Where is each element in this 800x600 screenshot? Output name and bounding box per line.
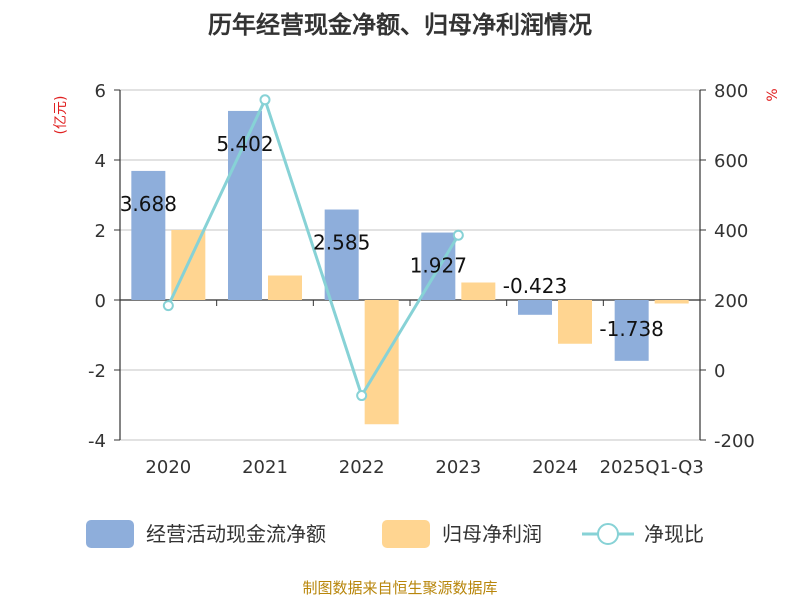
right-tick-label: 600 [714,151,748,172]
category-label: 2022 [339,457,385,478]
net-profit-bar [654,300,689,304]
ratio-point [356,390,368,402]
data-label: 3.688 [120,192,177,216]
net-profit-bar [268,275,302,300]
left-tick-label: 6 [95,81,106,102]
ratio-point [162,300,174,312]
data-label: -1.738 [599,317,663,341]
right-axis-unit: % [765,88,781,101]
left-tick-label: 2 [95,221,106,242]
ratio-point [452,229,464,241]
ratio-line [162,94,464,402]
cash-flow-bar [131,170,166,300]
legend-net-profit-swatch [382,520,430,548]
category-label: 2020 [145,457,191,478]
bars [131,110,689,425]
net-profit-bar [558,300,592,344]
category-label: 2025Q1-Q3 [600,457,704,478]
ratio-point [259,94,271,106]
data-label: 5.402 [216,132,273,156]
cash-flow-bar [324,209,359,300]
left-axis-unit: (亿元) [53,96,69,135]
net-profit-bar [461,282,496,300]
right-tick-label: 200 [714,291,748,312]
right-tick-label: 0 [714,361,725,382]
category-label: 2023 [435,457,481,478]
left-tick-label: 4 [95,151,106,172]
data-label: 1.927 [410,254,467,278]
ratio-line-path [166,95,460,400]
legend-cash-flow-swatch [86,520,134,548]
legend-ratio-swatch-point [597,523,619,545]
right-tick-label: -200 [714,431,755,452]
category-label: 2021 [242,457,288,478]
cash-flow-bar [518,300,552,315]
right-tick-label: 400 [714,221,748,242]
data-label: -0.423 [503,274,567,298]
source-note: 制图数据来自恒生聚源数据库 [302,579,497,597]
legend: 经营活动现金流净额 归母净利润 净现比 [86,520,704,548]
left-tick-label: -2 [88,361,106,382]
right-tick-label: 800 [714,81,748,102]
legend-ratio-label: 净现比 [644,522,704,546]
cash-flow-bar [614,300,649,361]
legend-cash-flow-label: 经营活动现金流净额 [146,522,326,546]
category-label: 2024 [532,457,578,478]
data-labels: 3.688 5.402 2.585 1.927 -0.423 -1.738 [120,132,664,341]
axes: -4 -2 0 2 4 6 -200 0 200 400 600 800 2020 2021 2022 202… [53,81,781,478]
chart-title: 历年经营现金净额、归母净利润情况 [208,11,592,39]
left-tick-label: 0 [95,291,106,312]
left-tick-label: -4 [88,431,106,452]
legend-net-profit-label: 归母净利润 [442,522,542,546]
data-label: 2.585 [313,231,370,255]
